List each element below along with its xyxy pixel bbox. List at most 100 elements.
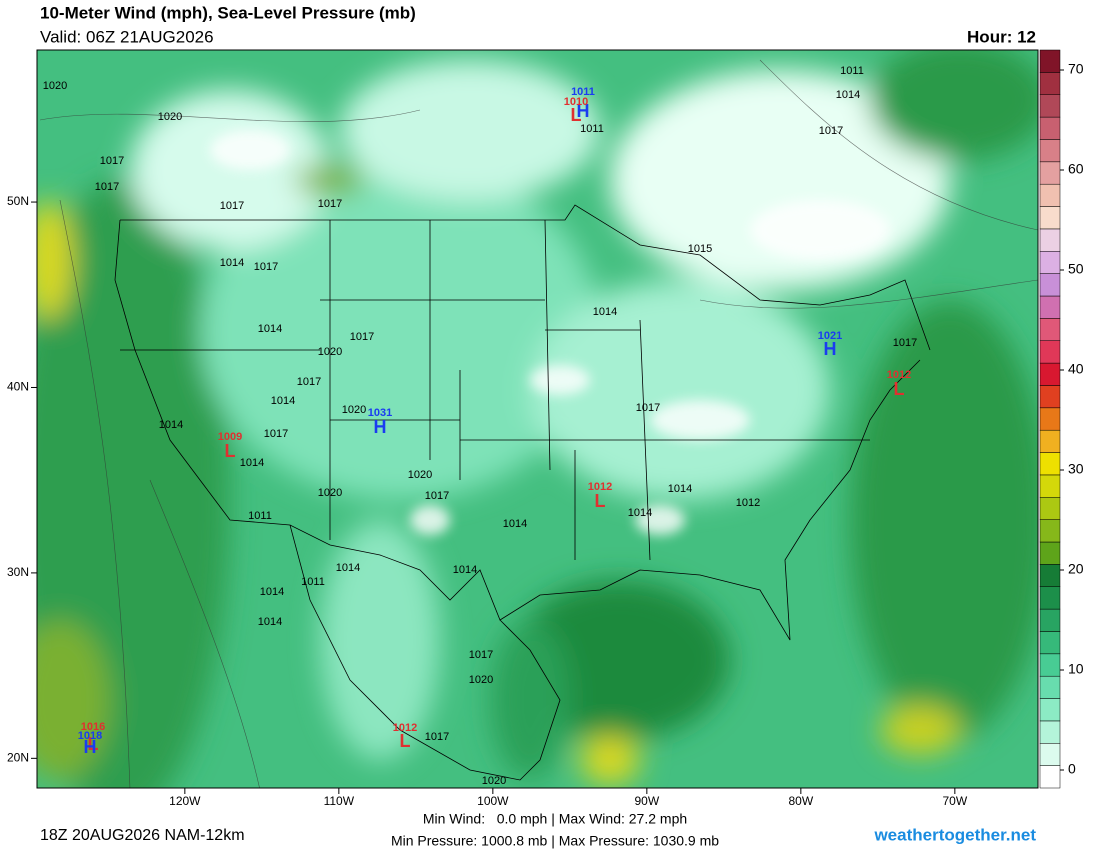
isobar-label: 1017 xyxy=(297,376,321,388)
colorbar-tick-label: 50 xyxy=(1068,261,1084,277)
pressure-center-letter: L xyxy=(894,379,905,399)
isobar-label: 1017 xyxy=(95,181,119,193)
pressure-center-value: 1012 xyxy=(588,481,612,493)
colorbar-swatch xyxy=(1039,608,1061,632)
colorbar-swatch xyxy=(1039,49,1061,73)
colorbar-swatch xyxy=(1039,586,1061,610)
isobar-label: 1020 xyxy=(408,469,432,481)
isobar-label: 1014 xyxy=(220,257,244,269)
isobar-label: 1017 xyxy=(220,200,244,212)
pressure-center-letter: L xyxy=(595,491,606,511)
site-link[interactable]: weathertogether.net xyxy=(873,825,1036,844)
isobar-label: 1014 xyxy=(628,507,652,519)
x-tick-label: 70W xyxy=(942,794,967,808)
isobar-label: 1017 xyxy=(318,198,342,210)
colorbar-tick-label: 10 xyxy=(1068,661,1084,677)
pressure-center-value: 1016 xyxy=(81,721,105,733)
x-tick-label: 80W xyxy=(788,794,813,808)
colorbar-swatch xyxy=(1039,519,1061,543)
isobar-label: 1017 xyxy=(425,731,449,743)
colorbar-tick-label: 30 xyxy=(1068,461,1084,477)
pressure-center-value: 1012 xyxy=(393,722,417,734)
pressure-center-letter: L xyxy=(571,105,582,125)
pressure-center-letter: H xyxy=(374,417,387,437)
isobar-label: 1017 xyxy=(893,337,917,349)
colorbar-swatch xyxy=(1039,497,1061,520)
isobar-label: 1017 xyxy=(100,155,124,167)
isobar-label: 1014 xyxy=(503,518,527,530)
pressure-center-value: 1011 xyxy=(571,86,595,98)
pressure-center-letter: L xyxy=(225,441,236,461)
pressure-stats: Min Pressure: 1000.8 mb | Max Pressure: … xyxy=(391,833,719,849)
x-tick-label: 110W xyxy=(324,794,355,808)
x-tick-label: 100W xyxy=(477,794,509,808)
pressure-center-value: 1010 xyxy=(564,96,588,108)
y-tick-label: 20N xyxy=(7,751,29,765)
colorbar-swatch xyxy=(1039,161,1061,185)
colorbar-swatch xyxy=(1039,228,1061,252)
colorbar-tick-label: 40 xyxy=(1068,361,1084,377)
colorbar-swatch xyxy=(1039,698,1061,722)
isobar-label: 1014 xyxy=(159,419,183,431)
colorbar-swatch xyxy=(1039,631,1061,655)
colorbar-swatch xyxy=(1039,139,1061,163)
isobar-label: 1017 xyxy=(636,402,660,414)
pressure-center-value: 1009 xyxy=(218,431,242,443)
isobar-label: 1011 xyxy=(301,576,325,588)
colorbar-swatch xyxy=(1039,564,1061,587)
isobar-label: 1014 xyxy=(453,564,477,576)
colorbar-tick-label: 70 xyxy=(1068,61,1084,77)
isobar-label: 1012 xyxy=(736,497,760,509)
isobar-label: 1011 xyxy=(580,123,604,135)
isobar-label: 1014 xyxy=(240,457,264,469)
colorbar-swatch xyxy=(1039,362,1061,386)
isobar-label: 1020 xyxy=(318,346,342,358)
colorbar-swatch xyxy=(1039,429,1061,453)
isobar-label: 1017 xyxy=(819,125,843,137)
isobar-label: 1020 xyxy=(158,111,182,123)
pressure-center-letter: L xyxy=(400,731,411,751)
model-run: 18Z 20AUG2026 NAM-12km xyxy=(40,827,245,844)
isobar-label: 1014 xyxy=(271,395,295,407)
isobar-label: 1020 xyxy=(43,80,67,92)
map-background xyxy=(37,50,1038,788)
pressure-center-value: 1012 xyxy=(887,369,911,381)
colorbar-swatch xyxy=(1039,116,1061,140)
isobar-label: 1017 xyxy=(425,490,449,502)
colorbar-swatch xyxy=(1039,653,1061,677)
isobar-label: 1014 xyxy=(836,89,860,101)
isobar-label: 1017 xyxy=(350,331,374,343)
pressure-center-value: 1018 xyxy=(78,730,102,742)
isobar-label: 1020 xyxy=(342,404,366,416)
colorbar-tick-label: 0 xyxy=(1068,761,1076,777)
colorbar-swatch xyxy=(1039,251,1061,274)
colorbar-swatch xyxy=(1039,720,1061,744)
isobar-label: 1020 xyxy=(482,775,506,787)
isobar-label: 1020 xyxy=(469,674,493,686)
x-tick-label: 90W xyxy=(634,794,659,808)
colorbar-swatch xyxy=(1039,273,1061,297)
isobar-label: 1011 xyxy=(840,65,864,77)
pressure-center-letter: L xyxy=(88,734,99,754)
colorbar-tick-label: 60 xyxy=(1068,161,1084,177)
valid-time: Valid: 06Z 21AUG2026 xyxy=(40,27,214,46)
isobar-label: 1014 xyxy=(668,483,692,495)
pressure-center-value: 1031 xyxy=(368,407,392,419)
colorbar-swatch xyxy=(1039,340,1061,364)
isobar-label: 1020 xyxy=(318,487,342,499)
isobar-label: 1014 xyxy=(258,323,282,335)
colorbar-swatch xyxy=(1039,318,1061,341)
isobar-label: 1014 xyxy=(336,562,360,574)
colorbar-swatch xyxy=(1039,541,1061,565)
isobar-label: 1017 xyxy=(254,261,278,273)
colorbar-swatch xyxy=(1039,743,1061,766)
colorbar-swatch xyxy=(1039,765,1061,789)
wind-stats: Min Wind: 0.0 mph | Max Wind: 27.2 mph xyxy=(423,811,687,827)
colorbar-swatch xyxy=(1039,295,1061,319)
y-tick-label: 50N xyxy=(7,194,29,208)
map-frame xyxy=(36,49,1039,789)
x-tick-label: 120W xyxy=(169,794,201,808)
colorbar-swatch xyxy=(1039,183,1061,207)
pressure-center-letter: H xyxy=(577,101,590,121)
colorbar-swatch xyxy=(1039,72,1061,95)
